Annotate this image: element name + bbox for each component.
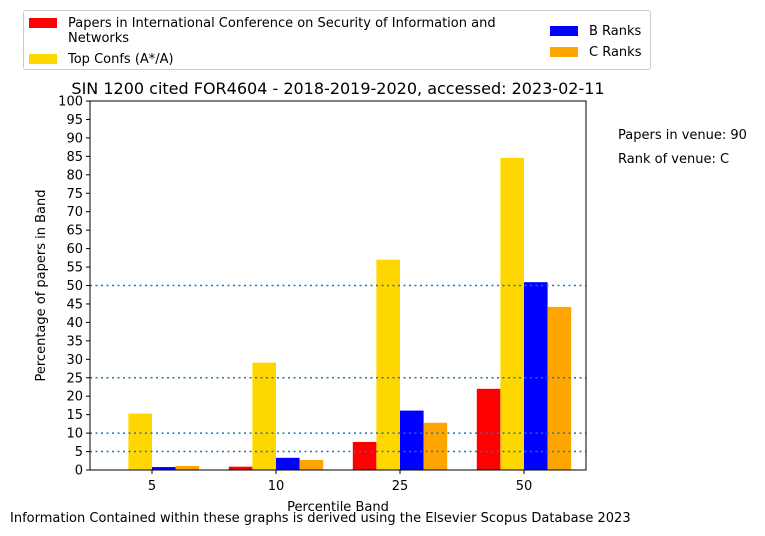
y-tick-label-50: 50 xyxy=(66,279,83,294)
bar-4-10 xyxy=(299,460,324,470)
y-tick-label-0: 0 xyxy=(75,464,83,479)
chart-title: SIN 1200 cited FOR4604 - 2018-2019-2020,… xyxy=(71,79,604,98)
bar-3-5 xyxy=(152,467,176,470)
papers-in-venue-text: Papers in venue: 90 xyxy=(618,128,747,143)
x-axis-label: Percentile Band xyxy=(287,500,389,515)
y-tick-label-55: 55 xyxy=(66,261,83,276)
bar-3-50 xyxy=(524,282,548,470)
bar-2-25 xyxy=(376,259,400,470)
plot-area: 0 5 10 15 20 25 30 35 40 45 50 55 60 65 70 75 80 85 90 95 10… xyxy=(34,79,605,515)
bar-2-10 xyxy=(252,362,276,470)
y-tick-label-100: 100 xyxy=(58,95,83,110)
rank-of-venue-text: Rank of venue: C xyxy=(618,152,730,167)
y-tick-label-70: 70 xyxy=(66,205,83,220)
y-axis-label: Percentage of papers in Band xyxy=(34,189,49,381)
legend-item-venue: Papers in International Conference on Se… xyxy=(29,16,529,46)
x-tick-label-50: 50 xyxy=(516,479,533,494)
legend-label-b-ranks: B Ranks xyxy=(589,24,642,39)
bar-2-5 xyxy=(128,413,152,470)
y-tick-label-15: 15 xyxy=(66,408,83,423)
y-tick-label-20: 20 xyxy=(66,390,83,405)
legend-item-top-confs: Top Confs (A*/A) xyxy=(29,52,174,67)
y-tick-label-65: 65 xyxy=(66,224,83,239)
x-tick-label-25: 25 xyxy=(392,479,409,494)
legend-swatch-venue xyxy=(29,18,57,28)
y-tick-label-40: 40 xyxy=(66,316,83,331)
legend-label-c-ranks: C Ranks xyxy=(589,45,642,60)
bar-1-25 xyxy=(352,441,377,470)
y-tick-label-10: 10 xyxy=(66,427,83,442)
bar-4-50 xyxy=(547,306,572,470)
legend: Papers in International Conference on Se… xyxy=(23,10,651,70)
legend-swatch-c-ranks xyxy=(550,47,578,57)
bar-3-10 xyxy=(276,457,300,470)
y-tick-label-25: 25 xyxy=(66,371,83,386)
legend-item-b-ranks: B Ranks xyxy=(550,24,641,39)
y-tick-label-90: 90 xyxy=(66,131,83,146)
legend-swatch-top-confs xyxy=(29,54,57,64)
legend-label-top-confs: Top Confs (A*/A) xyxy=(68,52,174,67)
y-tick-label-30: 30 xyxy=(66,353,83,368)
y-tick-label-85: 85 xyxy=(66,150,83,165)
bar-4-25 xyxy=(423,422,448,470)
x-tick-label-5: 5 xyxy=(148,479,156,494)
legend-swatch-b-ranks xyxy=(550,26,578,36)
footer-note: Information Contained within these graph… xyxy=(10,511,631,526)
bar-4-5 xyxy=(175,465,200,470)
y-tick-label-95: 95 xyxy=(66,113,83,128)
bar-1-50 xyxy=(476,388,501,470)
bar-3-25 xyxy=(400,410,424,470)
legend-item-c-ranks: C Ranks xyxy=(550,45,641,60)
y-tick-label-45: 45 xyxy=(66,297,83,312)
y-tick-label-75: 75 xyxy=(66,187,83,202)
x-tick-label-10: 10 xyxy=(268,479,285,494)
y-tick-label-60: 60 xyxy=(66,242,83,257)
legend-label-venue: Papers in International Conference on Se… xyxy=(68,16,496,46)
y-tick-label-5: 5 xyxy=(75,445,83,460)
y-tick-label-80: 80 xyxy=(66,168,83,183)
y-tick-label-35: 35 xyxy=(66,334,83,349)
bar-2-50 xyxy=(500,157,524,471)
bar-1-10 xyxy=(228,466,253,470)
